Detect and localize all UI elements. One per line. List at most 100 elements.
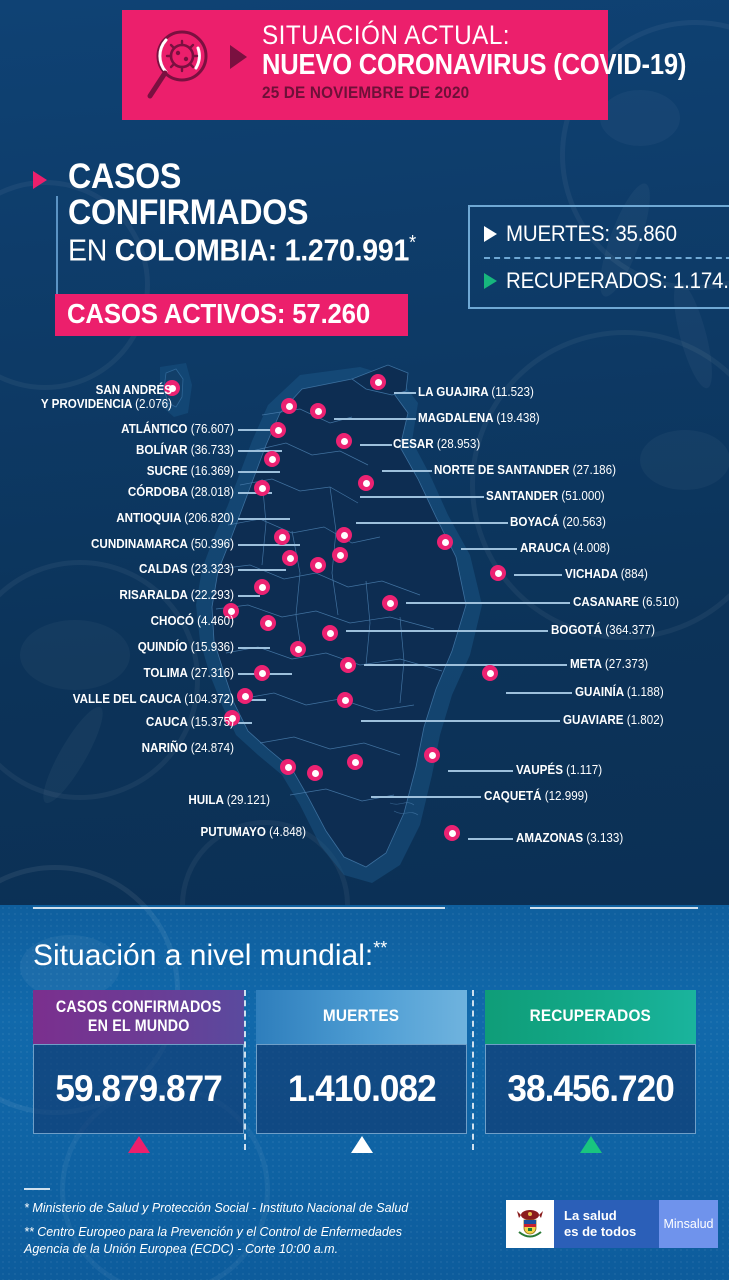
map-marker-guaviare[interactable] — [337, 692, 353, 708]
deaths-recovered-divider — [484, 257, 729, 259]
map-leader-quindio — [238, 647, 270, 649]
world-card-recovered: RECUPERADOS 38.456.720 — [485, 990, 696, 1153]
government-logo: La salud es de todos Minsalud — [506, 1200, 718, 1248]
map-label-la-guajira: LA GUAJIRA (11.523) — [418, 385, 534, 399]
header-line2: NUEVO CORONAVIRUS (COVID-19) — [262, 49, 687, 81]
world-card-recovered-value: 38.456.720 — [507, 1068, 674, 1109]
map-marker-guainia[interactable] — [482, 665, 498, 681]
recovered-triangle-icon — [484, 273, 497, 289]
recovered-label: RECUPERADOS: 1.174.959 — [506, 268, 729, 293]
world-card-recovered-body: 38.456.720 — [485, 1044, 696, 1134]
magnifier-virus-icon — [147, 30, 208, 99]
map-marker-valle-del-cauca[interactable] — [254, 665, 270, 681]
map-marker-la-guajira[interactable] — [370, 374, 386, 390]
map-label-tolima: TOLIMA (27.316) — [143, 666, 234, 680]
map-leader-meta — [364, 664, 567, 666]
world-card-divider-2 — [472, 990, 474, 1150]
map-marker-vaupes[interactable] — [424, 747, 440, 763]
map-marker-bolivar[interactable] — [270, 422, 286, 438]
map-leader-norte-de-santander — [382, 470, 432, 472]
map-leader-atlantico — [238, 429, 284, 431]
deaths-triangle-icon — [484, 226, 497, 242]
map-marker-casanare[interactable] — [382, 595, 398, 611]
world-card-deaths-title: MUERTES — [323, 1007, 400, 1026]
map-label-huila: HUILA (29.121) — [188, 793, 270, 807]
cases-label-line3: EN COLOMBIA: 1.270.991* — [68, 232, 416, 269]
deaths-label: MUERTES: 35.860 — [506, 221, 677, 246]
map-marker-cesar[interactable] — [336, 433, 352, 449]
map-marker-vichada[interactable] — [490, 565, 506, 581]
map-marker-narino[interactable] — [224, 710, 240, 726]
map-label-cundinamarca: CUNDINAMARCA (50.396) — [91, 537, 234, 551]
cases-asterisk: * — [409, 231, 416, 254]
map-leader-guaviare — [361, 720, 560, 722]
map-marker-quindio[interactable] — [260, 615, 276, 631]
map-leader-caqueta — [371, 796, 481, 798]
world-card-confirmed-title2: EN EL MUNDO — [87, 1017, 190, 1035]
map-label-guaviare: GUAVIARE (1.802) — [563, 713, 664, 727]
map-marker-santander[interactable] — [336, 527, 352, 543]
world-section-title: Situación a nivel mundial:** — [33, 938, 387, 973]
map-marker-risaralda[interactable] — [254, 579, 270, 595]
map-marker-caqueta[interactable] — [347, 754, 363, 770]
world-card-confirmed-title1: CASOS CONFIRMADOS — [55, 997, 222, 1016]
map-leader-antioquia — [238, 518, 290, 520]
map-label-santander: SANTANDER (51.000) — [486, 489, 605, 503]
map-marker-boyaca[interactable] — [332, 547, 348, 563]
cases-triangle-icon — [33, 171, 47, 189]
world-card-recovered-marker-icon — [579, 1136, 602, 1153]
map-label-guainia: GUAINÍA (1.188) — [575, 685, 664, 699]
footer-note-2-line2: Agencia de la Unión Europea (ECDC) - Cor… — [24, 1241, 339, 1256]
active-cases-label: CASOS ACTIVOS: 57.260 — [67, 298, 370, 329]
map-marker-atlantico[interactable] — [281, 398, 297, 414]
footer-rule — [24, 1188, 50, 1190]
header-triangle-icon — [230, 45, 247, 69]
map-marker-cauca[interactable] — [237, 688, 253, 704]
map-label-caqueta: CAQUETÁ (12.999) — [484, 789, 589, 803]
divider-right — [530, 907, 698, 909]
map-marker-caldas[interactable] — [282, 550, 298, 566]
map-label-vichada: VICHADA (884) — [565, 567, 648, 581]
deaths-row: MUERTES: 35.860 — [484, 221, 690, 247]
map-label-bogota: BOGOTÁ (364.377) — [551, 623, 656, 637]
map-marker-tolima[interactable] — [290, 641, 306, 657]
map-marker-amazonas[interactable] — [444, 825, 460, 841]
map-marker-bogota[interactable] — [322, 625, 338, 641]
map-leader-boyaca — [356, 522, 508, 524]
map-marker-cundinamarca[interactable] — [310, 557, 326, 573]
colombia-map: SAN ANDRÉS Y PROVIDENCIA (2.076) ATLÁNTICO… — [0, 355, 729, 900]
cases-vertical-rule — [56, 196, 58, 324]
logo-ministry-label: Minsalud — [663, 1217, 714, 1231]
world-card-deaths-marker-icon — [350, 1136, 373, 1153]
map-marker-norte-de-santander[interactable] — [358, 475, 374, 491]
map-marker-san-andres[interactable] — [164, 380, 180, 396]
world-title-asterisk: ** — [373, 938, 388, 958]
world-card-recovered-title: RECUPERADOS — [529, 1007, 652, 1026]
map-leader-arauca — [461, 548, 517, 550]
map-marker-antioquia[interactable] — [274, 529, 290, 545]
map-marker-meta[interactable] — [340, 657, 356, 673]
map-label-risaralda: RISARALDA (22.293) — [119, 588, 234, 602]
footer-note-1: * Ministerio de Salud y Protección Socia… — [24, 1201, 409, 1215]
map-label-bolivar: BOLÍVAR (36.733) — [136, 443, 234, 457]
world-title-text: Situación a nivel mundial: — [33, 939, 374, 972]
cases-label-line1: CASOS — [68, 157, 182, 196]
map-leader-cundinamarca — [238, 544, 300, 546]
map-marker-sucre[interactable] — [264, 451, 280, 467]
deaths-recovered-box: MUERTES: 35.860 RECUPERADOS: 1.174.959 — [468, 205, 729, 309]
header-banner: SITUACIÓN ACTUAL: NUEVO CORONAVIRUS (COV… — [122, 10, 686, 120]
map-label-narino: NARIÑO (24.874) — [141, 741, 234, 755]
map-leader-la-guajira — [394, 392, 416, 394]
map-marker-arauca[interactable] — [437, 534, 453, 550]
map-marker-choco[interactable] — [223, 603, 239, 619]
map-marker-cordoba[interactable] — [254, 480, 270, 496]
map-marker-huila[interactable] — [280, 759, 296, 775]
map-leader-caldas — [238, 569, 286, 571]
map-leader-risaralda — [238, 595, 260, 597]
map-label-cauca: CAUCA (15.375) — [145, 715, 234, 729]
logo-slogan-line2: es de todos — [564, 1224, 637, 1239]
map-marker-magdalena[interactable] — [310, 403, 326, 419]
map-marker-putumayo[interactable] — [307, 765, 323, 781]
world-card-deaths-header: MUERTES — [256, 990, 467, 1044]
